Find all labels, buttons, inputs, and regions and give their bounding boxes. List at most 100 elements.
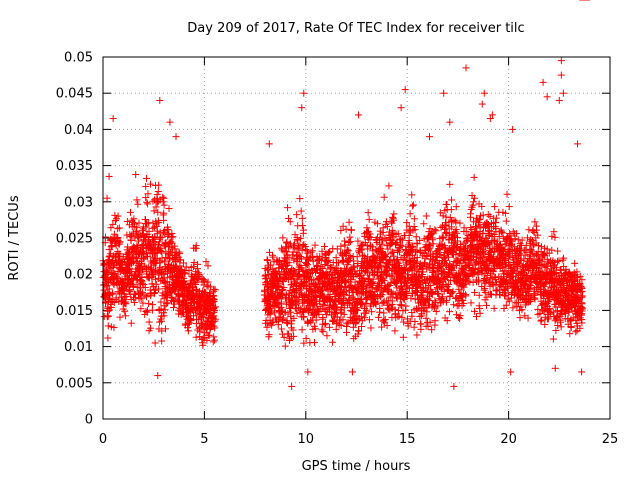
data-point — [162, 300, 170, 308]
data-point — [109, 115, 117, 123]
data-point — [283, 239, 291, 247]
data-point — [400, 318, 408, 326]
data-point — [509, 125, 517, 133]
data-point — [347, 226, 355, 234]
data-point — [112, 216, 120, 224]
data-point — [279, 234, 287, 242]
x-tick-label: 20 — [500, 432, 517, 447]
data-point — [555, 96, 563, 104]
data-point — [368, 308, 376, 316]
data-point — [128, 231, 136, 239]
data-point — [503, 190, 511, 198]
data-point — [566, 330, 574, 338]
data-point — [348, 368, 356, 376]
data-point — [202, 258, 210, 266]
data-point — [116, 313, 124, 321]
data-point — [108, 243, 116, 251]
data-point — [154, 208, 162, 216]
y-tick-label: 0.05 — [64, 51, 93, 66]
data-point — [268, 251, 276, 259]
data-point — [574, 140, 582, 148]
data-point — [480, 89, 488, 97]
data-point — [279, 292, 287, 300]
data-point — [551, 233, 559, 241]
data-point — [190, 259, 198, 267]
data-point — [300, 89, 308, 97]
data-point — [144, 252, 152, 260]
data-point — [107, 303, 115, 311]
data-point — [145, 300, 153, 308]
data-point — [298, 222, 306, 230]
data-point — [399, 333, 407, 341]
data-point — [191, 279, 199, 287]
data-point — [112, 271, 120, 279]
data-point — [135, 219, 143, 227]
y-tick-label: 0.01 — [64, 340, 93, 355]
data-point — [298, 326, 306, 334]
data-point — [409, 201, 417, 209]
data-point — [188, 280, 196, 288]
data-point — [446, 118, 454, 126]
data-point — [412, 233, 420, 241]
data-point — [176, 256, 184, 264]
data-point — [406, 210, 414, 218]
data-point — [380, 193, 388, 201]
data-point — [452, 203, 460, 211]
data-point — [180, 269, 188, 277]
data-point — [293, 211, 301, 219]
data-point — [346, 238, 354, 246]
x-tick-label: 15 — [399, 432, 416, 447]
y-tick-label: 0.04 — [64, 123, 93, 138]
data-point — [265, 140, 273, 148]
data-point — [270, 309, 278, 317]
data-point — [109, 289, 117, 297]
data-point — [298, 104, 306, 112]
data-point — [176, 250, 184, 258]
data-point — [559, 256, 567, 264]
data-point — [129, 218, 137, 226]
data-point — [160, 309, 168, 317]
data-point — [269, 287, 277, 295]
data-point — [548, 232, 556, 240]
data-point — [161, 242, 169, 250]
data-point — [323, 332, 331, 340]
data-point — [550, 228, 558, 236]
data-point — [204, 262, 212, 270]
data-point — [142, 194, 150, 202]
data-point — [114, 225, 122, 233]
data-point — [147, 324, 155, 332]
data-point — [103, 194, 111, 202]
data-point — [159, 198, 167, 206]
data-point — [145, 227, 153, 235]
data-point — [152, 280, 160, 288]
data-point — [210, 312, 218, 320]
data-point — [319, 328, 327, 336]
data-point — [148, 306, 156, 314]
data-point — [110, 299, 118, 307]
data-point — [133, 283, 141, 291]
data-point — [364, 209, 372, 217]
data-point — [154, 372, 162, 380]
data-point — [297, 207, 305, 215]
y-tick-label: 0.035 — [56, 159, 93, 174]
data-point — [192, 333, 200, 341]
data-point — [410, 222, 418, 230]
data-point — [166, 118, 174, 126]
data-point — [482, 301, 490, 309]
data-point — [367, 324, 375, 332]
data-point — [133, 244, 141, 252]
data-point — [279, 277, 287, 285]
data-point — [122, 312, 130, 320]
data-point — [409, 202, 417, 210]
data-point — [450, 301, 458, 309]
data-point — [578, 368, 586, 376]
data-point — [413, 331, 421, 339]
data-point — [137, 305, 145, 313]
data-point — [104, 322, 112, 330]
y-axis-label: ROTI / TECUs — [7, 195, 22, 280]
data-point — [299, 226, 307, 234]
data-point — [204, 331, 212, 339]
data-point — [142, 308, 150, 316]
y-tick-label: 0 — [85, 413, 93, 428]
